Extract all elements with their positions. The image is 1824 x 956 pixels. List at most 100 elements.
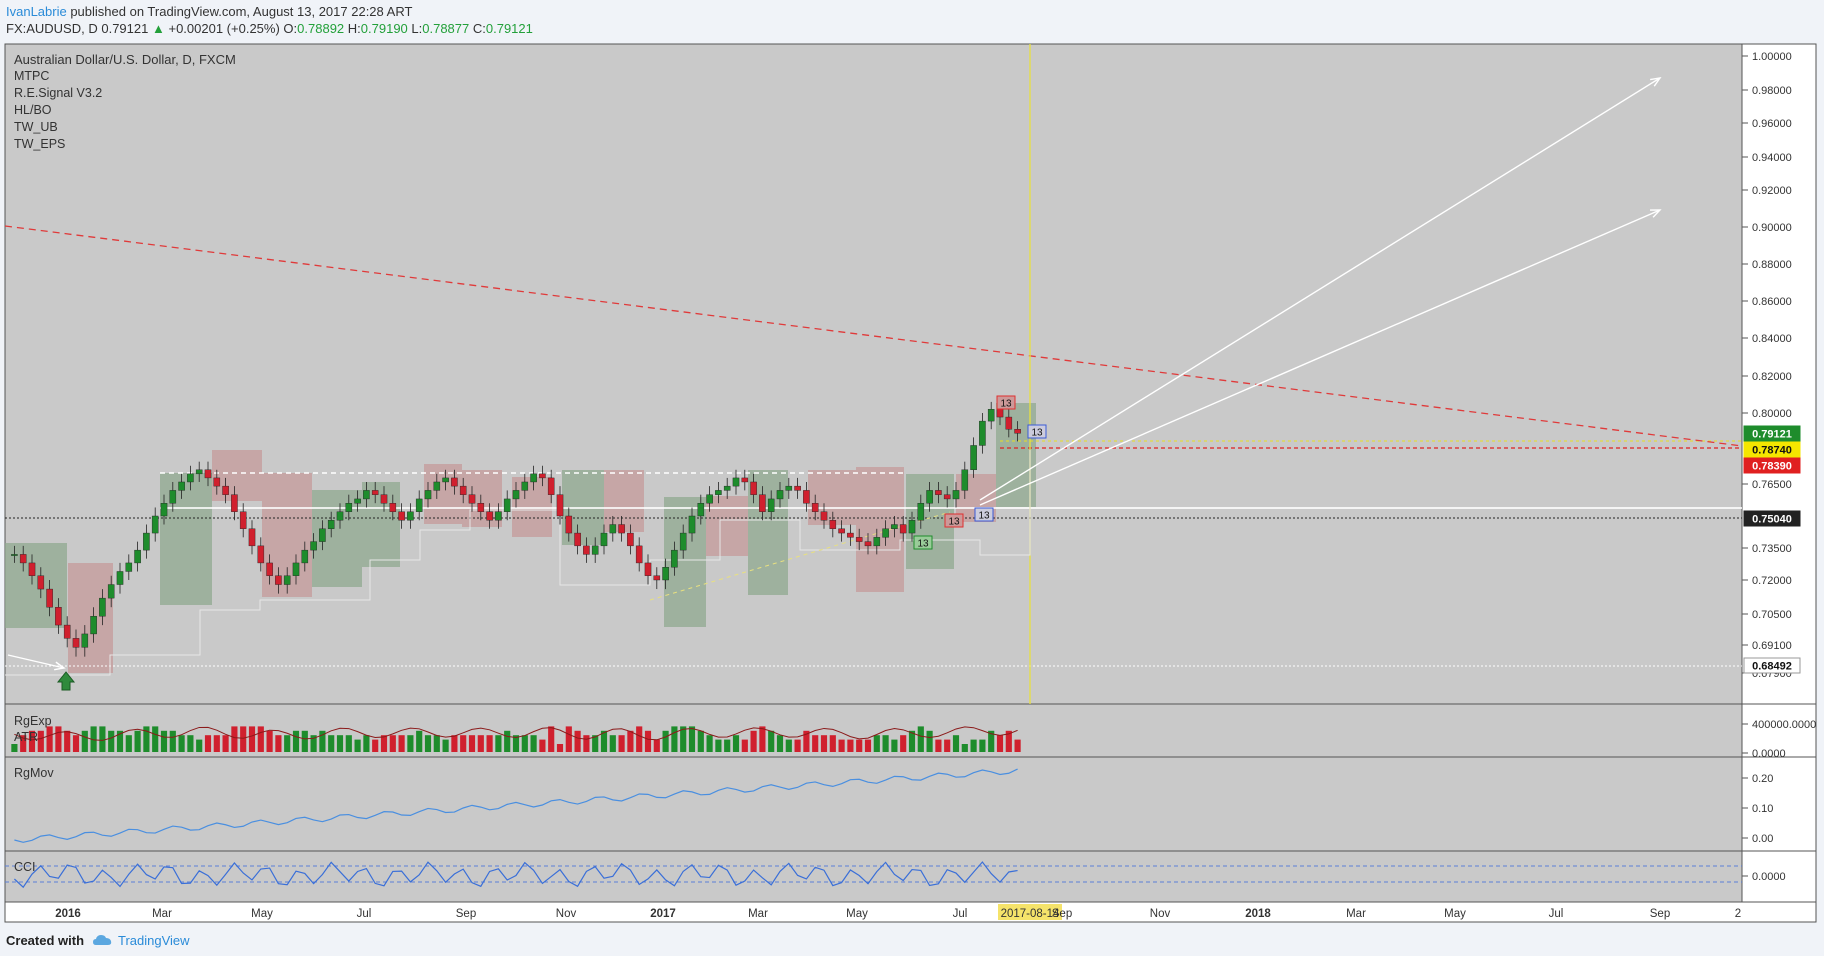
volume-bar (926, 730, 933, 752)
volume-bar (548, 726, 555, 752)
y-tick-label: 0.92000 (1752, 185, 1792, 197)
volume-bar (847, 739, 854, 752)
volume-bar (574, 730, 581, 752)
low-label: L: (411, 21, 423, 36)
volume-bar (460, 735, 467, 752)
volume-bar (609, 735, 616, 752)
candle-body (785, 485, 793, 491)
candle-body (239, 511, 247, 530)
candle-body (767, 498, 775, 512)
rgexp-label[interactable]: RgExp (14, 714, 52, 728)
volume-bar (873, 735, 880, 752)
volume-bar (565, 726, 572, 752)
volume-bar (662, 730, 669, 752)
x-tick-label: May (846, 908, 868, 920)
x-tick-label: Jul (953, 908, 968, 920)
candle-body (697, 503, 705, 517)
legend-indicator-mtpc[interactable]: MTPC (14, 69, 50, 83)
candle-body (952, 490, 960, 500)
legend-indicator-tweps[interactable]: TW_EPS (14, 137, 66, 151)
candle-body (495, 511, 502, 521)
volume-bar (257, 726, 264, 752)
atr-label[interactable]: ATR (14, 730, 39, 744)
candle-body (451, 477, 458, 487)
cci-label[interactable]: CCI (14, 860, 36, 874)
volume-bar (336, 735, 344, 752)
legend-indicator-resignal[interactable]: R.E.Signal V3.2 (14, 86, 103, 100)
candle-body (873, 537, 881, 547)
candle-body (715, 490, 722, 495)
volume-bar (829, 735, 836, 752)
projection-arrow-upper-head (1650, 77, 1662, 87)
y-tick-label: 0.86000 (1752, 296, 1792, 308)
candle-body (407, 511, 414, 521)
legend-indicator-hlbo[interactable]: HL/BO (14, 103, 52, 117)
bear-zone-box (604, 470, 644, 532)
x-tick-label: Mar (152, 908, 172, 920)
bear-zone-box (706, 496, 748, 556)
volume-bar (55, 726, 62, 752)
candle-body (671, 549, 678, 568)
candle-body (855, 537, 863, 542)
candle-body (116, 571, 124, 585)
x-tick-label: 2016 (55, 908, 81, 920)
price-label-text: 0.78390 (1752, 461, 1792, 473)
candle-body (847, 532, 854, 538)
volume-bar (11, 744, 18, 752)
time-axis[interactable] (4, 901, 1817, 923)
legend-indicator-twub[interactable]: TW_UB (14, 120, 58, 134)
bear-zone-box (856, 467, 904, 592)
rgmov-label[interactable]: RgMov (14, 766, 54, 780)
candle-body (37, 575, 45, 590)
volume-bar (706, 735, 713, 752)
candle-body (345, 503, 353, 512)
candle-body (996, 409, 1004, 418)
low-value: 0.78877 (422, 21, 470, 36)
volume-bar (372, 739, 379, 752)
author-link[interactable]: IvanLabrie (6, 4, 67, 19)
volume-bar (28, 730, 36, 752)
high-value: 0.79190 (360, 21, 408, 36)
candle-body (679, 532, 687, 551)
volume-bar (724, 739, 731, 752)
legend-title: Australian Dollar/U.S. Dollar, D, FXCM (14, 52, 236, 67)
open-value: 0.78892 (297, 21, 345, 36)
tradingview-brand-link[interactable]: TradingView (118, 932, 190, 948)
symbol-label: FX:AUDUSD, D (6, 21, 98, 36)
price-label-text: 0.79121 (1752, 429, 1792, 441)
signal-count-label: 13 (1031, 428, 1043, 439)
entry-arrow (7, 654, 65, 669)
candle-body (627, 532, 634, 547)
volume-bar (812, 735, 819, 752)
candle-body (459, 485, 467, 495)
volume-bar (715, 739, 722, 752)
candle-body (723, 485, 731, 491)
candle-body (530, 473, 537, 483)
signal-count-box (996, 395, 1016, 410)
y-tick-label: 0.69100 (1752, 640, 1792, 652)
sub-tick-label: 0.00 (1752, 833, 1773, 845)
candle-body (556, 494, 564, 517)
bull-zone-box (664, 497, 706, 627)
candle-body (134, 549, 141, 564)
volume-bar (891, 739, 898, 752)
candle-body (442, 477, 449, 483)
candle-body (72, 638, 80, 648)
volume-bar (319, 730, 326, 752)
candle-body (547, 477, 555, 495)
x-tick-label: 2017 (650, 908, 676, 920)
candle-body (926, 490, 933, 504)
volume-bar (213, 735, 220, 752)
sub-tick-label: 0.10 (1752, 803, 1773, 815)
price-label-box (1743, 457, 1801, 474)
candle-body (99, 597, 106, 617)
volume-bar (680, 726, 687, 752)
candle-body (266, 562, 273, 576)
candle-body (389, 503, 397, 512)
candle-body (618, 524, 625, 534)
volume-bar (248, 726, 256, 752)
volume-bar (750, 730, 757, 752)
candle-body (688, 515, 696, 534)
price-label-text: 0.68492 (1752, 661, 1792, 673)
